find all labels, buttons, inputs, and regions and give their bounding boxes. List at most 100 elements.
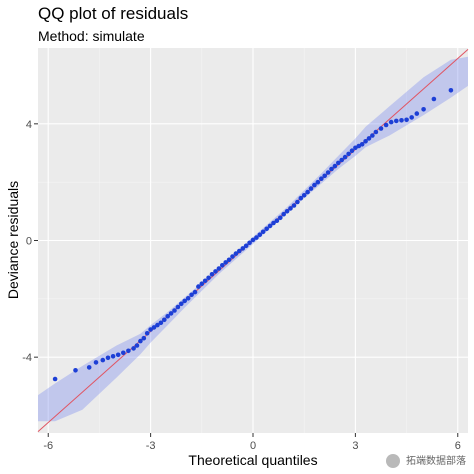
residual-point bbox=[305, 189, 310, 195]
residual-point bbox=[144, 331, 150, 336]
residual-point bbox=[86, 365, 92, 370]
residual-point bbox=[278, 215, 283, 221]
residual-point bbox=[319, 176, 324, 181]
residual-point bbox=[409, 115, 415, 120]
residual-point bbox=[243, 243, 249, 249]
residual-point bbox=[288, 206, 293, 211]
residual-point bbox=[138, 338, 143, 344]
residual-point bbox=[322, 173, 328, 179]
chart-subtitle: Method: simulate bbox=[38, 28, 145, 44]
residual-point bbox=[404, 117, 409, 123]
residual-point bbox=[342, 154, 348, 160]
residual-point bbox=[274, 218, 280, 223]
y-axis-ticks: -4 0 4 bbox=[22, 119, 38, 364]
residual-point bbox=[151, 325, 157, 330]
residual-point bbox=[206, 275, 211, 281]
x-tick-label: -3 bbox=[146, 440, 156, 452]
residual-points bbox=[52, 88, 454, 382]
residual-point bbox=[213, 269, 218, 274]
residual-point bbox=[336, 160, 341, 166]
residual-point bbox=[373, 129, 379, 135]
residual-point bbox=[216, 266, 222, 271]
residual-point bbox=[332, 163, 338, 169]
residual-point bbox=[230, 254, 235, 259]
residual-point bbox=[394, 118, 399, 124]
residual-point bbox=[247, 240, 252, 246]
residual-point bbox=[366, 136, 372, 141]
residual-point bbox=[388, 119, 394, 125]
watermark-logo-icon bbox=[386, 454, 401, 468]
residual-point bbox=[209, 272, 215, 277]
residual-point bbox=[383, 122, 389, 128]
residual-point bbox=[168, 311, 174, 316]
residual-point bbox=[237, 248, 242, 254]
residual-point bbox=[121, 350, 126, 356]
residual-point bbox=[349, 148, 355, 153]
residual-point bbox=[399, 118, 404, 123]
residual-point bbox=[264, 226, 270, 232]
x-tick-label: -6 bbox=[43, 440, 53, 452]
residual-point bbox=[291, 203, 297, 208]
residual-point bbox=[192, 289, 198, 295]
residual-point bbox=[126, 348, 131, 354]
residual-point bbox=[281, 211, 287, 217]
residual-point bbox=[182, 298, 187, 304]
y-tick-label: -4 bbox=[22, 352, 32, 364]
residual-point bbox=[165, 314, 170, 319]
residual-point bbox=[155, 322, 160, 328]
residual-point bbox=[220, 263, 225, 268]
residual-point bbox=[189, 292, 194, 298]
residual-point bbox=[134, 343, 140, 348]
residual-point bbox=[339, 157, 345, 163]
residual-point bbox=[356, 143, 362, 149]
residual-point bbox=[257, 232, 263, 237]
residual-point bbox=[414, 111, 420, 116]
residual-point bbox=[179, 301, 184, 307]
residual-point bbox=[254, 235, 259, 240]
residual-point bbox=[233, 251, 239, 256]
residual-point bbox=[100, 357, 106, 363]
residual-point bbox=[175, 304, 181, 310]
residual-point bbox=[52, 376, 58, 382]
x-tick-label: 6 bbox=[455, 440, 461, 452]
y-tick-label: 0 bbox=[26, 236, 32, 248]
residual-point bbox=[363, 139, 368, 144]
residual-point bbox=[115, 352, 121, 358]
residual-point bbox=[202, 278, 208, 284]
residual-point bbox=[240, 246, 246, 251]
residual-point bbox=[308, 186, 314, 191]
residual-point bbox=[223, 260, 228, 265]
residual-point bbox=[271, 220, 276, 226]
residual-point bbox=[185, 296, 191, 301]
residual-point bbox=[353, 145, 358, 151]
residual-point bbox=[110, 354, 116, 359]
residual-point bbox=[431, 96, 437, 102]
y-axis-label: Deviance residuals bbox=[5, 181, 21, 299]
residual-point bbox=[73, 368, 78, 373]
residual-point bbox=[158, 320, 164, 326]
residual-point bbox=[172, 308, 177, 313]
watermark-text: 拓端数据部落 bbox=[406, 455, 466, 467]
x-axis-ticks: -6 -3 0 3 6 bbox=[43, 433, 461, 452]
watermark: 拓端数据部落 bbox=[386, 452, 466, 468]
x-tick-label: 0 bbox=[250, 440, 256, 452]
residual-point bbox=[295, 199, 300, 205]
residual-point bbox=[131, 346, 136, 351]
residual-point bbox=[370, 133, 375, 138]
residual-point bbox=[226, 257, 232, 263]
residual-point bbox=[196, 284, 201, 289]
residual-point bbox=[359, 142, 365, 147]
residual-point bbox=[315, 179, 321, 185]
residual-point bbox=[141, 335, 147, 341]
residual-point bbox=[267, 223, 273, 229]
residual-point bbox=[260, 229, 266, 235]
x-axis-label: Theoretical quantiles bbox=[188, 452, 317, 468]
x-tick-label: 3 bbox=[352, 440, 358, 452]
residual-point bbox=[284, 209, 290, 214]
residual-point bbox=[312, 182, 317, 188]
residual-point bbox=[421, 107, 426, 112]
residual-point bbox=[250, 237, 256, 243]
residual-point bbox=[378, 126, 384, 131]
residual-point bbox=[448, 88, 454, 93]
